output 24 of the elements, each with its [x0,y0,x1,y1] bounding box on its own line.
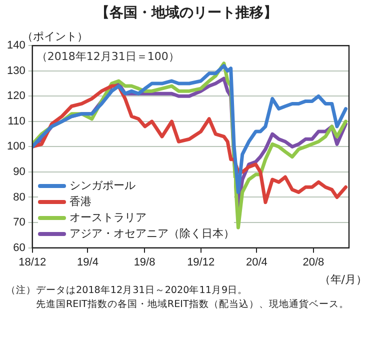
y-tick-label: 100 [6,140,26,153]
y-tick-label: 90 [13,166,26,178]
text: （注）データは2018年12月31日～2020年11月9日。 [6,285,248,296]
text: 先進国REIT指数の各国・地域REIT指数（配当込）、現地通貨ベース。 [35,298,350,312]
y-tick-label: 80 [13,191,26,204]
x-axis-title: （年/月） [319,272,367,287]
y-tick-label: 110 [8,115,26,128]
legend-label: オーストラリア [69,210,146,226]
x-tick-label: 20/8 [302,256,324,268]
y-tick-label: 60 [13,242,26,254]
y-tick-label: 140 [6,40,26,52]
x-tick-label: 20/4 [246,256,268,268]
y-tick-label: 130 [6,64,26,77]
y-tick-label: 120 [6,90,26,102]
y-tick-label: 70 [13,216,26,229]
legend-label: アジア・オセアニア（除く日本） [69,226,234,242]
x-tick-label: 18/12 [18,256,46,268]
x-tick-label: 19/4 [77,256,98,268]
x-tick-label: 19/8 [134,256,156,268]
annotation: （2018年12月31日＝100） [36,50,180,63]
x-tick-label: 19/12 [187,256,215,268]
legend-label: 香港 [69,194,92,210]
chart-title: 【各国・地域のリート推移】 [94,4,278,22]
legend-label: シンガポール [69,178,136,194]
